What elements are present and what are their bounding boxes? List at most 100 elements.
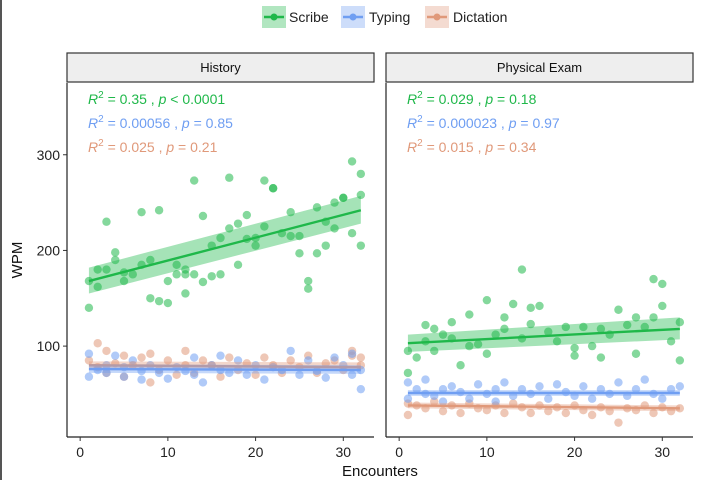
x-tick-label-physical-exam-10: 10 <box>479 444 495 460</box>
point-history-scribe-56 <box>330 224 339 233</box>
point-history-dictation-0 <box>84 356 94 365</box>
point-history-scribe-35 <box>233 260 243 269</box>
point-physical-exam-typing-24 <box>579 382 588 391</box>
x-tick-label-history-20: 20 <box>248 444 264 460</box>
point-physical-exam-scribe-22 <box>526 303 535 313</box>
annotation-p-label: p <box>181 115 190 131</box>
annotation-r2-base: R <box>88 139 98 155</box>
point-history-scribe-40 <box>260 176 269 185</box>
point-physical-exam-typing-21 <box>552 380 562 389</box>
point-physical-exam-scribe-42 <box>658 301 667 311</box>
point-physical-exam-typing-30 <box>631 384 641 394</box>
point-history-typing-31 <box>304 356 313 365</box>
point-history-scribe-19 <box>172 270 181 279</box>
point-history-scribe-17 <box>163 298 173 308</box>
point-history-typing-38 <box>356 384 366 394</box>
point-history-typing-6 <box>119 372 129 381</box>
annotation-p-value: = 0.18 <box>493 91 536 107</box>
point-history-typing-18 <box>198 378 208 387</box>
point-physical-exam-scribe-40 <box>649 274 658 284</box>
point-history-typing-13 <box>163 374 173 383</box>
point-history-typing-1 <box>84 372 94 381</box>
point-history-scribe-48 <box>295 231 304 241</box>
point-physical-exam-scribe-24 <box>535 301 544 311</box>
point-physical-exam-typing-15 <box>500 378 509 387</box>
point-history-scribe-61 <box>356 169 366 179</box>
point-history-scribe-26 <box>198 277 208 287</box>
point-history-dictation-11 <box>146 349 155 358</box>
annotation-r2-sup: 2 <box>98 114 104 125</box>
point-history-scribe-29 <box>207 272 216 281</box>
ci-band-physical-exam-scribe <box>407 317 680 352</box>
point-physical-exam-scribe-31 <box>587 341 597 351</box>
point-history-scribe-24 <box>189 270 199 279</box>
point-history-typing-20 <box>216 351 225 360</box>
point-physical-exam-typing-7 <box>438 397 448 406</box>
point-physical-exam-dictation-29 <box>649 408 658 418</box>
point-history-scribe-43 <box>268 184 278 193</box>
point-physical-exam-typing-8 <box>447 382 456 391</box>
point-physical-exam-scribe-26 <box>552 337 562 346</box>
point-history-scribe-54 <box>321 241 330 250</box>
annotation-r2-value: = 0.015 , <box>423 139 486 155</box>
point-history-typing-10 <box>137 375 146 384</box>
point-history-scribe-15 <box>154 206 164 215</box>
point-physical-exam-scribe-14 <box>482 295 492 305</box>
annotation-physical-exam-dictation: R2 = 0.015 , p = 0.34 <box>407 138 537 155</box>
annotation-r2-value: = 0.029 , <box>423 91 486 107</box>
point-history-dictation-24 <box>251 370 260 380</box>
x-axis-title: Encounters <box>342 463 418 480</box>
point-history-typing-23 <box>233 356 243 365</box>
point-physical-exam-dictation-19 <box>561 408 571 418</box>
x-tick-label-physical-exam-30: 30 <box>655 444 671 460</box>
point-physical-exam-scribe-25 <box>544 327 553 336</box>
point-history-scribe-25 <box>189 176 199 185</box>
y-tick-label-200: 200 <box>37 242 61 258</box>
point-history-typing-34 <box>330 353 339 362</box>
point-physical-exam-typing-28 <box>614 378 623 387</box>
point-history-typing-16 <box>189 353 199 362</box>
point-history-scribe-22 <box>181 265 190 274</box>
point-physical-exam-scribe-12 <box>465 341 474 351</box>
point-history-scribe-58 <box>339 193 348 203</box>
point-physical-exam-dictation-22 <box>587 410 597 420</box>
point-physical-exam-typing-20 <box>544 394 553 403</box>
point-physical-exam-scribe-17 <box>500 324 509 334</box>
point-history-scribe-38 <box>251 241 260 250</box>
point-history-scribe-51 <box>312 249 322 258</box>
point-physical-exam-scribe-44 <box>666 337 676 346</box>
annotation-p-value: < 0.0001 <box>166 91 225 107</box>
image-left-border <box>0 0 2 480</box>
point-physical-exam-scribe-43 <box>658 279 667 289</box>
point-history-scribe-4 <box>102 217 111 226</box>
point-physical-exam-scribe-32 <box>596 324 606 334</box>
annotation-r2-base: R <box>407 91 417 107</box>
point-history-typing-22 <box>225 368 234 378</box>
annotation-p-label: p <box>165 139 174 155</box>
point-history-scribe-32 <box>225 224 234 233</box>
point-physical-exam-scribe-38 <box>631 349 641 358</box>
point-history-scribe-0 <box>84 303 94 313</box>
annotation-r2-sup: 2 <box>417 138 423 149</box>
series-points-physical-exam-scribe <box>403 265 685 378</box>
point-physical-exam-scribe-15 <box>482 349 492 358</box>
legend-item-dictation: Dictation <box>425 6 507 28</box>
fit-line-history-typing <box>88 367 361 372</box>
point-history-scribe-6 <box>111 255 120 265</box>
point-physical-exam-typing-11 <box>473 380 483 389</box>
point-physical-exam-typing-26 <box>596 384 606 394</box>
point-physical-exam-scribe-10 <box>456 361 465 370</box>
point-physical-exam-scribe-36 <box>623 320 632 330</box>
annotation-p-label: p <box>484 91 493 107</box>
point-physical-exam-typing-4 <box>421 375 430 384</box>
annotation-r2-sup: 2 <box>98 138 104 149</box>
point-physical-exam-scribe-0 <box>403 346 413 356</box>
point-physical-exam-scribe-5 <box>430 324 439 334</box>
fit-line-physical-exam-dictation <box>407 404 680 410</box>
point-physical-exam-typing-14 <box>491 397 500 406</box>
point-physical-exam-dictation-10 <box>482 406 492 415</box>
point-history-dictation-14 <box>172 370 181 380</box>
point-history-scribe-59 <box>347 229 357 238</box>
point-physical-exam-scribe-27 <box>561 322 571 332</box>
point-history-typing-29 <box>286 346 295 356</box>
